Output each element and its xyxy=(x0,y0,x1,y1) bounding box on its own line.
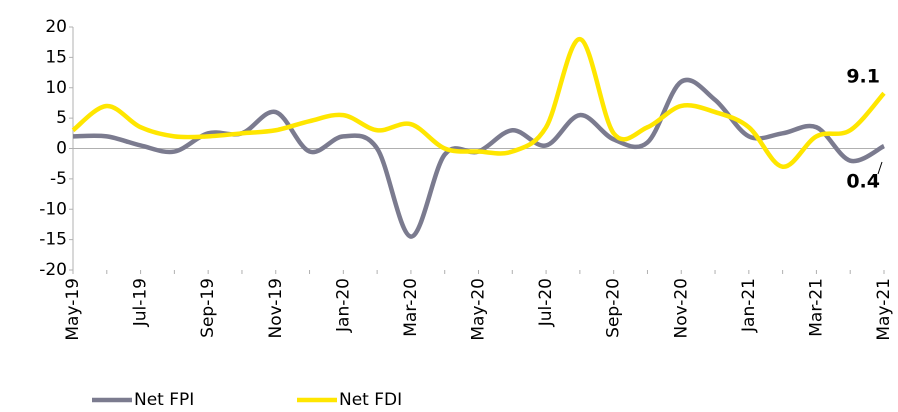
data-label: 0.4 xyxy=(846,171,880,193)
legend-label: Net FPI xyxy=(134,390,194,410)
x-tick-label: Jul-20 xyxy=(536,278,556,327)
legend-label: Net FDI xyxy=(339,390,402,410)
y-tick-label: -5 xyxy=(50,169,67,189)
y-tick-label: 0 xyxy=(56,139,67,159)
x-tick-label: Mar-21 xyxy=(806,278,826,337)
series-line xyxy=(72,77,886,239)
x-tick-label: Nov-19 xyxy=(266,278,286,339)
x-tick-label: Jul-19 xyxy=(131,278,151,327)
y-tick-label: 20 xyxy=(45,17,67,37)
label-leader xyxy=(877,161,883,175)
x-tick-label: Jan-21 xyxy=(739,278,759,333)
x-tick-label: Jan-20 xyxy=(333,278,353,333)
y-tick-label: 15 xyxy=(45,47,67,67)
x-tick-label: Sep-19 xyxy=(198,278,218,338)
x-tick-label: Sep-20 xyxy=(604,278,624,338)
x-tick-label: May-21 xyxy=(874,278,894,341)
x-tick-label: May-19 xyxy=(63,278,83,341)
y-tick-label: -20 xyxy=(39,260,67,280)
y-tick-label: 10 xyxy=(45,78,67,98)
y-tick-label: -10 xyxy=(39,199,67,219)
y-tick-label: 5 xyxy=(56,108,67,128)
series-line xyxy=(71,36,886,169)
y-tick-label: -15 xyxy=(39,230,67,250)
data-label: 9.1 xyxy=(846,66,880,88)
x-tick-label: May-20 xyxy=(469,278,489,341)
x-tick-label: Nov-20 xyxy=(671,278,691,339)
x-tick-label: Mar-20 xyxy=(401,278,421,337)
